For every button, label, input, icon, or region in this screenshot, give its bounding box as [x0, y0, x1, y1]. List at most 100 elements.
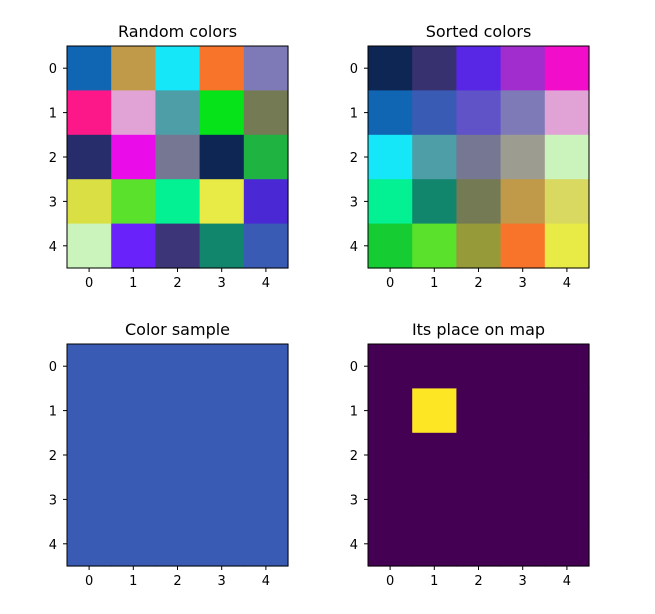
heatmap-cell-r2-c3 — [500, 134, 546, 180]
heatmap-cell-r0-c4 — [544, 46, 590, 91]
x-tick-label: 2 — [173, 276, 181, 291]
x-tick-label: 3 — [519, 574, 527, 589]
heatmap-cell-r2-c3 — [199, 432, 245, 478]
chart-title: Its place on map — [412, 320, 545, 339]
heatmap-cell-r2-c4 — [243, 432, 289, 478]
heatmap-cell-r1-c2 — [155, 90, 201, 136]
heatmap-cell-r3-c2 — [155, 179, 201, 225]
y-tick-label: 1 — [350, 107, 358, 122]
y-tick-label: 0 — [49, 360, 57, 375]
heatmap-cell-r4-c1 — [111, 521, 156, 567]
heatmap-cell-r1-c4 — [243, 90, 289, 136]
heatmap-cell-r0-c0 — [368, 344, 413, 389]
x-tick-label: 0 — [386, 574, 394, 589]
x-tick-label: 3 — [519, 276, 527, 291]
x-tick-label: 2 — [173, 574, 181, 589]
heatmap-cell-r0-c0 — [67, 46, 112, 91]
heatmap-cell-r0-c1 — [111, 344, 156, 389]
heatmap-cell-r4-c1 — [111, 223, 156, 269]
heatmap-cell-r2-c2 — [155, 432, 201, 478]
heatmap-cell-r1-c1 — [412, 90, 457, 136]
heatmap-cell-r2-c1 — [412, 432, 457, 478]
y-tick-label: 3 — [49, 493, 57, 508]
heatmap-cell-r2-c2 — [155, 134, 201, 180]
heatmap-cell-r2-c0 — [368, 134, 413, 180]
heatmap-cell-r2-c4 — [544, 134, 590, 180]
heatmap-cell-r3-c0 — [67, 477, 112, 523]
heatmap-cell-r2-c0 — [368, 432, 413, 478]
heatmap-cell-r4-c1 — [412, 223, 457, 269]
heatmap-cell-r4-c0 — [368, 223, 413, 269]
y-tick-label: 2 — [49, 151, 57, 166]
x-tick-label: 0 — [85, 276, 93, 291]
x-tick-label: 3 — [218, 574, 226, 589]
y-tick-label: 2 — [350, 449, 358, 464]
heatmap-cell-r1-c0 — [67, 388, 112, 434]
heatmap-cell-r2-c0 — [67, 432, 112, 478]
heatmap-cell-r0-c1 — [412, 46, 457, 91]
heatmap-cell-r0-c4 — [544, 344, 590, 389]
heatmap-cell-r0-c1 — [412, 344, 457, 389]
heatmap-cell-r0-c2 — [456, 344, 502, 389]
heatmap-cell-r3-c3 — [500, 179, 546, 225]
heatmap-cell-r1-c3 — [500, 90, 546, 136]
heatmap-cell-r3-c1 — [111, 179, 156, 225]
heatmap-cell-r0-c3 — [500, 344, 546, 389]
heatmap-cell-r0-c3 — [199, 344, 245, 389]
heatmap-cell-r0-c4 — [243, 344, 289, 389]
heatmap-cell-r4-c3 — [199, 223, 245, 269]
heatmap-cell-r0-c2 — [155, 46, 201, 91]
heatmap-cell-r3-c0 — [368, 477, 413, 523]
heatmap-cell-r3-c4 — [243, 477, 289, 523]
heatmap-cell-r4-c4 — [544, 521, 590, 567]
x-tick-label: 0 — [386, 276, 394, 291]
y-tick-label: 2 — [350, 151, 358, 166]
heatmap-cell-r3-c2 — [456, 179, 502, 225]
heatmap-cell-r3-c3 — [199, 179, 245, 225]
heatmap-cell-r3-c1 — [412, 477, 457, 523]
heatmap-cell-r4-c0 — [67, 223, 112, 269]
heatmap-cell-r2-c3 — [500, 432, 546, 478]
y-tick-label: 1 — [350, 405, 358, 420]
heatmap-cell-r3-c2 — [155, 477, 201, 523]
heatmap-cell-r4-c1 — [412, 521, 457, 567]
heatmap-cell-r2-c2 — [456, 134, 502, 180]
heatmap-cell-r3-c4 — [544, 179, 590, 225]
heatmap-cell-r1-c0 — [368, 388, 413, 434]
heatmap-cell-r1-c2 — [456, 90, 502, 136]
heatmap-cell-r1-c3 — [199, 90, 245, 136]
x-tick-label: 1 — [430, 574, 438, 589]
heatmap-cell-r0-c2 — [456, 46, 502, 91]
heatmap-cell-r1-c1 — [111, 388, 156, 434]
heatmap-cell-r4-c3 — [500, 521, 546, 567]
heatmap-cell-r2-c2 — [456, 432, 502, 478]
chart-title: Sorted colors — [426, 22, 532, 41]
heatmap-cell-r4-c2 — [456, 521, 502, 567]
heatmap-cell-r3-c3 — [199, 477, 245, 523]
heatmap-cell-r3-c3 — [500, 477, 546, 523]
heatmap-cell-r0-c3 — [500, 46, 546, 91]
heatmap-cell-r1-c1 — [412, 388, 457, 434]
y-tick-label: 0 — [350, 62, 358, 77]
heatmap-cell-r1-c3 — [199, 388, 245, 434]
heatmap-cell-r0-c2 — [155, 344, 201, 389]
y-tick-label: 4 — [49, 240, 57, 255]
heatmap-cell-r0-c1 — [111, 46, 156, 91]
heatmap-cell-r1-c4 — [544, 388, 590, 434]
heatmap-cell-r4-c2 — [456, 223, 502, 269]
heatmap-cell-r4-c0 — [67, 521, 112, 567]
x-tick-label: 1 — [430, 276, 438, 291]
chart-panel-1: Random colors 0 1 2 3 4 0 1 2 3 4 — [49, 22, 289, 291]
heatmap-cell-r2-c1 — [111, 134, 156, 180]
heatmap-cell-r3-c2 — [456, 477, 502, 523]
heatmap-cell-r4-c0 — [368, 521, 413, 567]
heatmap-cell-r1-c2 — [155, 388, 201, 434]
heatmap-cell-r1-c4 — [544, 90, 590, 136]
y-tick-label: 4 — [350, 538, 358, 553]
x-tick-label: 2 — [474, 276, 482, 291]
heatmap-cell-r3-c0 — [67, 179, 112, 225]
heatmap-cell-r4-c4 — [243, 223, 289, 269]
x-tick-label: 2 — [474, 574, 482, 589]
y-tick-label: 4 — [49, 538, 57, 553]
